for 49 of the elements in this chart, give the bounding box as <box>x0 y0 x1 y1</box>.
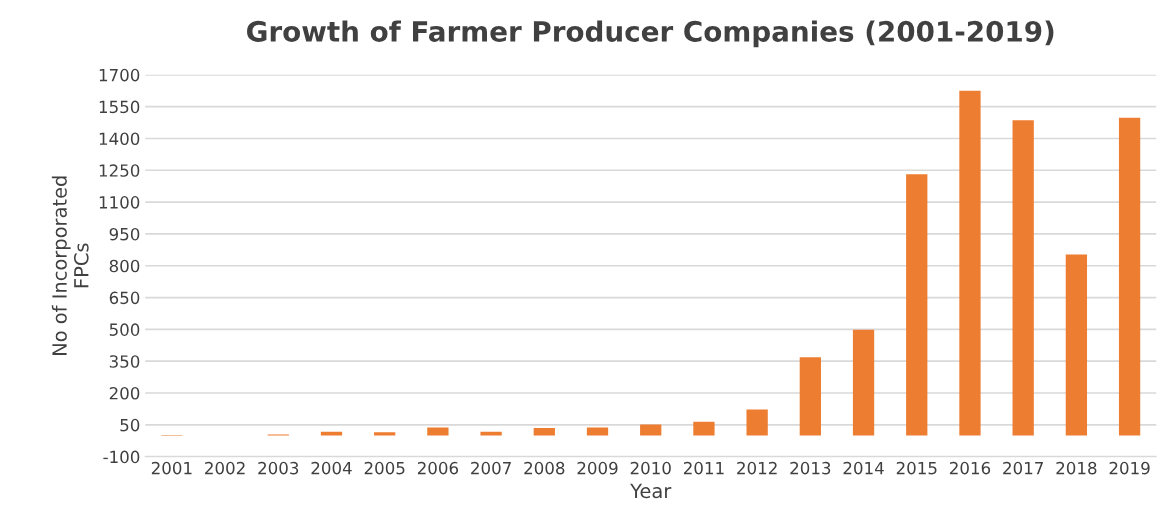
bar <box>1118 117 1141 436</box>
x-tick-label: 2013 <box>790 461 831 475</box>
y-tick-label: 500 <box>109 323 140 336</box>
bar <box>586 427 609 436</box>
x-tick-label: 2003 <box>258 461 299 475</box>
y-tick-label: 650 <box>109 291 140 305</box>
bar <box>693 421 715 436</box>
bar <box>1012 120 1034 436</box>
y-tick-label: 200 <box>109 386 140 400</box>
x-tick-label: 2001 <box>151 461 192 475</box>
bar <box>799 357 821 436</box>
x-tick-label: 2015 <box>896 461 937 475</box>
x-tick-label: 2002 <box>205 461 245 475</box>
x-tick-label: 2009 <box>577 461 618 475</box>
x-tick-label: 2012 <box>737 461 777 475</box>
x-axis-title: Year <box>630 483 672 499</box>
x-tick-label: 2014 <box>843 461 884 475</box>
bar <box>533 428 555 436</box>
x-tick-label: 2010 <box>630 461 671 475</box>
bar <box>640 424 662 436</box>
bar <box>427 427 449 436</box>
bar <box>746 409 768 436</box>
bar <box>959 90 981 436</box>
y-tick-label: -100 <box>103 450 140 464</box>
chart-title: Growth of Farmer Producer Companies (2001-2019) <box>247 20 1054 48</box>
y-tick-label: 1400 <box>99 132 140 146</box>
x-tick-label: 2006 <box>417 461 459 475</box>
y-axis-title: No of Incorporated FPCs <box>51 176 89 355</box>
y-tick-label: 950 <box>109 227 140 241</box>
y-tick-label: 1700 <box>99 68 140 82</box>
x-tick-label: 2004 <box>311 461 352 475</box>
y-tick-label: 1100 <box>99 196 140 209</box>
x-tick-label: 2019 <box>1109 461 1150 475</box>
y-tick-label: 800 <box>109 259 140 273</box>
y-tick-label: 1250 <box>99 164 140 177</box>
bar <box>374 432 396 436</box>
x-tick-label: 2007 <box>471 461 511 475</box>
x-tick-label: 2011 <box>683 461 724 475</box>
y-tick-label: 50 <box>120 418 140 432</box>
bar <box>1065 254 1088 436</box>
x-tick-label: 2005 <box>364 461 405 475</box>
x-tick-label: 2016 <box>949 461 991 475</box>
bar <box>906 174 928 436</box>
x-tick-label: 2018 <box>1056 461 1097 475</box>
bar <box>852 329 875 436</box>
x-tick-label: 2017 <box>1003 461 1043 475</box>
x-tick-label: 2008 <box>524 461 565 475</box>
y-tick-label: 1550 <box>99 100 140 114</box>
y-tick-label: 350 <box>109 355 140 368</box>
